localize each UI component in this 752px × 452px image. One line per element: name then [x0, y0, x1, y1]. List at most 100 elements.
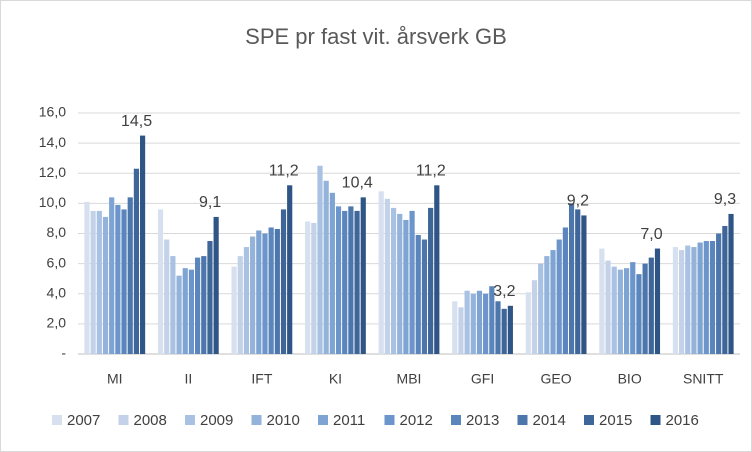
bar: [531, 280, 538, 354]
bar: [256, 230, 262, 354]
bar: [550, 250, 556, 354]
data-label: 14,5: [121, 113, 152, 130]
bar: [403, 219, 409, 354]
bar: [311, 222, 317, 354]
bar: [176, 275, 182, 354]
x-tick-label: GFI: [471, 371, 494, 387]
bar: [642, 263, 648, 354]
bar: [415, 235, 421, 354]
legend-swatch: [52, 415, 62, 425]
legend-label: 2015: [599, 412, 632, 429]
bar: [434, 185, 440, 354]
x-tick-label: SNITT: [683, 371, 724, 387]
x-tick-label: MBI: [397, 371, 422, 387]
bar: [623, 268, 630, 354]
bar: [262, 233, 268, 354]
bar: [538, 263, 544, 354]
bar: [157, 209, 164, 354]
x-tick-label: BIO: [618, 371, 642, 387]
bar: [691, 247, 697, 354]
x-tick-label: KI: [329, 371, 342, 387]
bar: [703, 241, 709, 354]
bar: [483, 293, 489, 354]
bar: [581, 215, 587, 354]
bar: [501, 308, 507, 354]
bar: [305, 221, 311, 354]
bar: [525, 292, 531, 354]
legend-swatch: [584, 415, 594, 425]
bar: [329, 192, 335, 354]
bar: [716, 233, 722, 354]
bar: [335, 206, 342, 354]
bar: [611, 266, 617, 354]
bar: [243, 247, 250, 354]
y-tick-label: 16,0: [39, 104, 66, 120]
bar: [709, 241, 716, 354]
bar: [287, 185, 293, 354]
legend-label: 2016: [666, 412, 699, 429]
y-tick-label: 8,0: [47, 224, 67, 240]
bar: [378, 191, 384, 354]
bar: [654, 248, 661, 354]
bar: [728, 213, 734, 354]
bar: [96, 210, 102, 354]
bar: [121, 209, 127, 354]
bar: [630, 262, 636, 354]
bar: [207, 241, 213, 354]
bar: [599, 248, 605, 354]
y-tick-label: 6,0: [47, 254, 67, 270]
bar: [556, 239, 562, 354]
bar: [428, 207, 434, 354]
legend-swatch: [118, 415, 129, 425]
data-label: 7,0: [640, 226, 662, 243]
bar: [464, 290, 470, 354]
legend-swatch: [650, 415, 661, 425]
legend-swatch: [517, 415, 528, 425]
legend-swatch: [451, 415, 461, 425]
bar: [390, 207, 397, 354]
bar: [409, 210, 415, 354]
data-label: 9,3: [714, 191, 736, 208]
data-label: 9,2: [567, 193, 589, 210]
bar: [237, 256, 243, 354]
bar: [213, 216, 219, 354]
bar: [476, 290, 483, 354]
bar: [170, 256, 176, 354]
y-tick-label: 12,0: [39, 164, 66, 180]
legend-label: 2014: [533, 412, 566, 429]
bar: [562, 227, 568, 354]
bar: [421, 239, 428, 354]
bar: [274, 228, 280, 354]
data-label: 3,2: [493, 283, 515, 300]
y-tick-label: 14,0: [39, 134, 66, 150]
data-label: 11,2: [416, 163, 446, 180]
bar: [109, 197, 115, 354]
x-tick-label: IFT: [251, 371, 272, 387]
bar: [280, 209, 287, 354]
legend-swatch: [318, 415, 328, 425]
y-tick-label: 10,0: [39, 194, 66, 210]
bar: [90, 210, 96, 354]
legend-label: 2007: [67, 412, 100, 429]
bar: [384, 198, 390, 354]
bar: [188, 269, 195, 354]
bar: [397, 213, 403, 354]
data-label: 10,4: [342, 175, 373, 192]
chart-title: SPE pr fast vit. årsverk GB: [245, 24, 507, 49]
legend-swatch: [185, 415, 195, 425]
bar: [342, 210, 348, 354]
bar: [195, 257, 201, 354]
bar: [636, 274, 642, 354]
bar: [231, 266, 237, 354]
legend-label: 2013: [466, 412, 499, 429]
bar: [679, 250, 685, 354]
bar: [697, 242, 703, 354]
legend-label: 2008: [134, 412, 167, 429]
bar: [495, 301, 501, 354]
bar: [268, 227, 274, 354]
bar: [164, 239, 170, 354]
legend-swatch: [251, 415, 262, 425]
x-tick-label: GEO: [541, 371, 572, 387]
bar: [115, 204, 121, 354]
